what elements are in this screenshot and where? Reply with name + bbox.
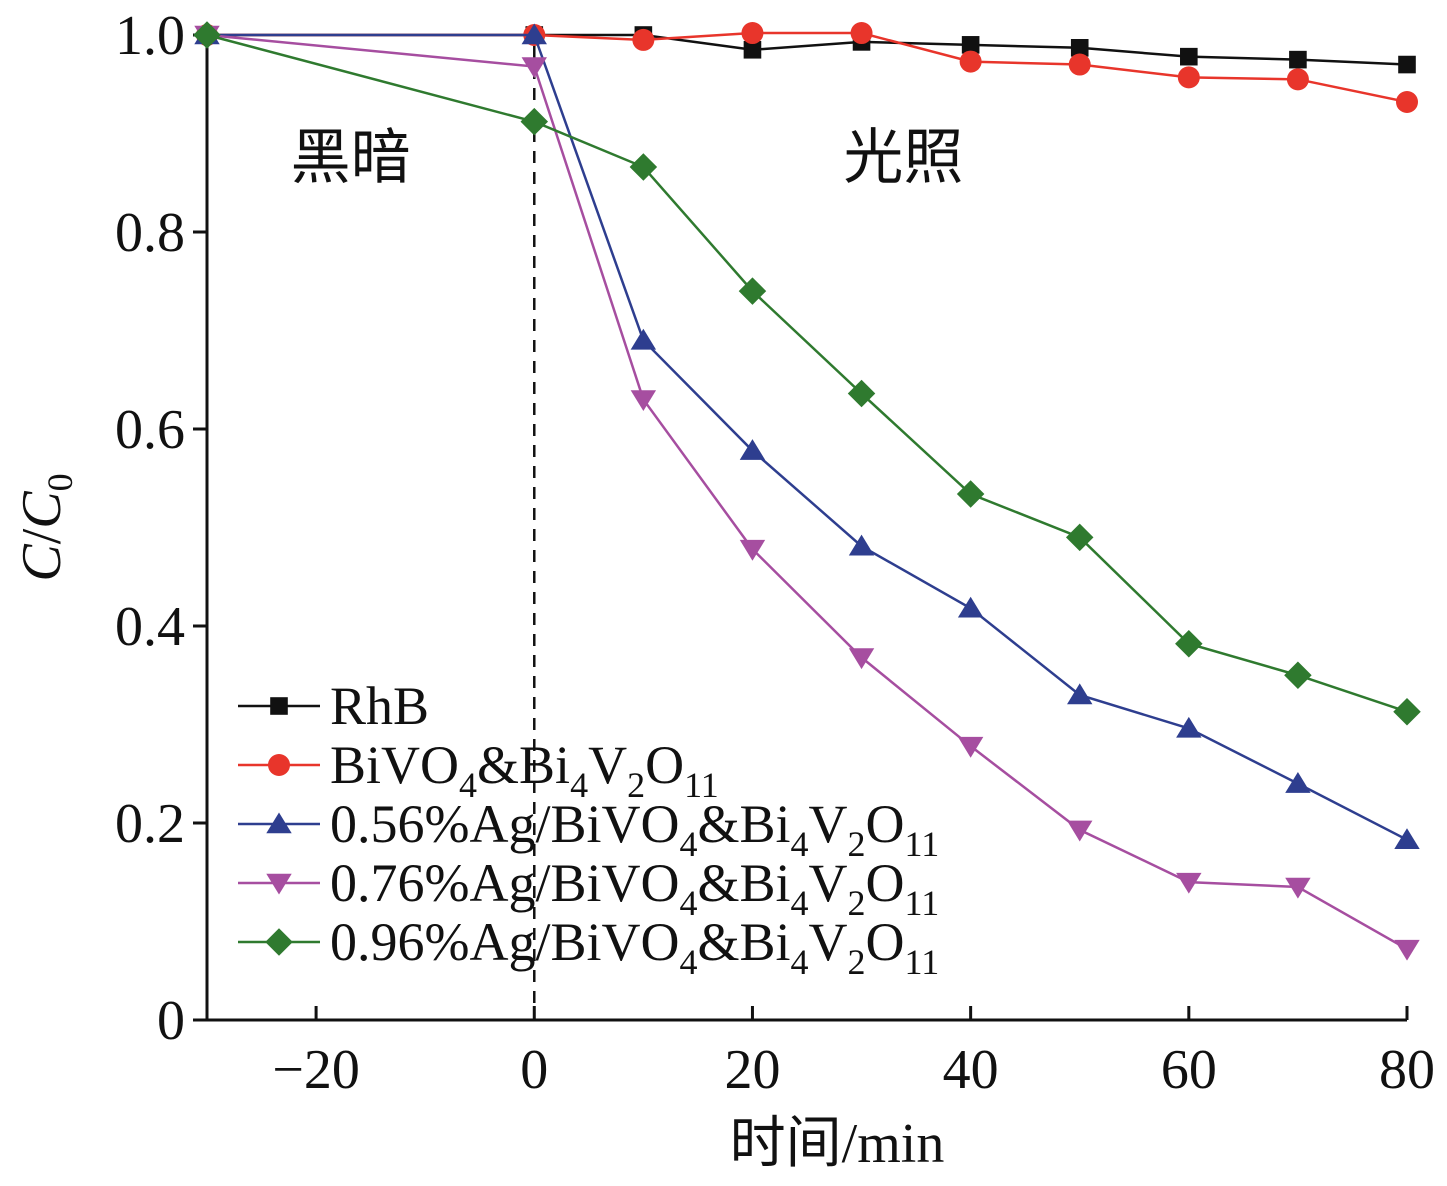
marker-diamond xyxy=(1393,697,1421,726)
y-tick-label: 0.8 xyxy=(115,202,185,264)
marker-square xyxy=(270,697,288,715)
legend-label: 0.96%Ag/BiVO4&Bi4V2O11 xyxy=(330,912,939,982)
series-line xyxy=(206,33,1408,713)
y-axis-label: C/C0 xyxy=(11,473,80,581)
legend-label: 0.76%Ag/BiVO4&Bi4V2O11 xyxy=(330,853,939,923)
x-tick-label: −20 xyxy=(272,1039,360,1101)
x-tick-label: 80 xyxy=(1379,1039,1435,1101)
series-group xyxy=(193,21,1421,961)
marker-triangle-up xyxy=(1176,716,1202,738)
marker-diamond xyxy=(956,480,985,508)
marker-diamond xyxy=(847,379,876,408)
marker-circle xyxy=(959,50,982,73)
y-tick-label: 1.0 xyxy=(115,5,185,67)
marker-triangle-up xyxy=(630,328,657,350)
axes xyxy=(205,25,1407,1022)
marker-circle xyxy=(632,28,655,51)
marker-triangle-down xyxy=(1394,939,1420,961)
marker-circle xyxy=(1068,53,1091,76)
marker-triangle-up xyxy=(1394,828,1420,849)
legend-entry-4: 0.96%Ag/BiVO4&Bi4V2O11 xyxy=(238,912,939,982)
marker-triangle-down xyxy=(1067,820,1093,842)
legend-entry-2: 0.56%Ag/BiVO4&Bi4V2O11 xyxy=(238,794,939,864)
marker-square xyxy=(961,36,980,54)
axis-labels: 时间/min C/C0 xyxy=(11,473,944,1175)
marker-triangle-down xyxy=(1176,872,1202,894)
marker-circle xyxy=(1286,68,1309,91)
marker-diamond xyxy=(629,153,658,181)
x-tick-label: 40 xyxy=(943,1039,999,1101)
marker-square xyxy=(743,40,762,59)
legend: RhBBiVO4&Bi4V2O110.56%Ag/BiVO4&Bi4V2O110… xyxy=(238,676,939,982)
marker-triangle-up xyxy=(1285,772,1311,793)
marker-circle xyxy=(1177,66,1200,89)
marker-triangle-down xyxy=(521,57,547,79)
marker-diamond xyxy=(265,928,293,956)
marker-triangle-up xyxy=(739,439,766,460)
y-tick-label: 0.4 xyxy=(115,596,185,658)
legend-entry-1: BiVO4&Bi4V2O11 xyxy=(238,735,719,805)
marker-triangle-down xyxy=(630,390,657,411)
marker-circle xyxy=(741,22,764,45)
marker-square xyxy=(1180,47,1198,66)
marker-diamond xyxy=(738,277,767,305)
series-4 xyxy=(193,21,1421,726)
x-axis-label: 时间/min xyxy=(730,1113,945,1175)
annotations: 黑暗 光照 xyxy=(291,123,964,193)
marker-diamond xyxy=(520,107,549,136)
marker-diamond xyxy=(193,21,221,49)
annotation-dark: 黑暗 xyxy=(291,123,411,193)
legend-label: RhB xyxy=(330,676,429,736)
marker-triangle-up xyxy=(266,812,292,834)
marker-diamond xyxy=(1284,661,1312,689)
marker-triangle-up xyxy=(1067,683,1093,705)
x-tick-label: 20 xyxy=(724,1039,780,1101)
marker-circle xyxy=(268,754,290,776)
series-line xyxy=(206,33,1408,951)
series-line xyxy=(207,33,1408,66)
legend-entry-0: RhB xyxy=(238,676,429,736)
marker-triangle-down xyxy=(848,648,875,670)
y-tick-label: 0.6 xyxy=(115,399,185,461)
marker-square xyxy=(1070,39,1089,57)
y-tick-label: 0 xyxy=(157,990,185,1052)
legend-label: 0.56%Ag/BiVO4&Bi4V2O11 xyxy=(330,794,939,864)
series-line xyxy=(207,31,1408,104)
marker-square xyxy=(1289,50,1307,69)
marker-triangle-up xyxy=(521,23,547,45)
legend-entry-3: 0.76%Ag/BiVO4&Bi4V2O11 xyxy=(238,853,939,923)
marker-triangle-up xyxy=(848,534,875,556)
marker-triangle-up xyxy=(957,596,984,618)
ticks: 0 0.2 0.4 0.6 0.8 1.0 −20 0 20 40 60 80 xyxy=(115,5,1435,1101)
marker-circle xyxy=(1396,90,1418,113)
marker-diamond xyxy=(1065,523,1094,552)
marker-circle xyxy=(850,22,873,45)
marker-diamond xyxy=(1175,629,1203,658)
marker-triangle-down xyxy=(739,539,766,561)
annotation-light: 光照 xyxy=(843,123,963,193)
marker-triangle-down xyxy=(266,873,292,895)
x-tick-label: 0 xyxy=(520,1039,548,1101)
marker-square xyxy=(1398,55,1416,74)
x-tick-label: 60 xyxy=(1161,1039,1217,1101)
marker-triangle-down xyxy=(1285,877,1311,899)
legend-label: BiVO4&Bi4V2O11 xyxy=(330,735,719,805)
y-tick-label: 0.2 xyxy=(115,793,185,855)
marker-triangle-down xyxy=(957,736,984,758)
series-line xyxy=(207,33,1408,841)
